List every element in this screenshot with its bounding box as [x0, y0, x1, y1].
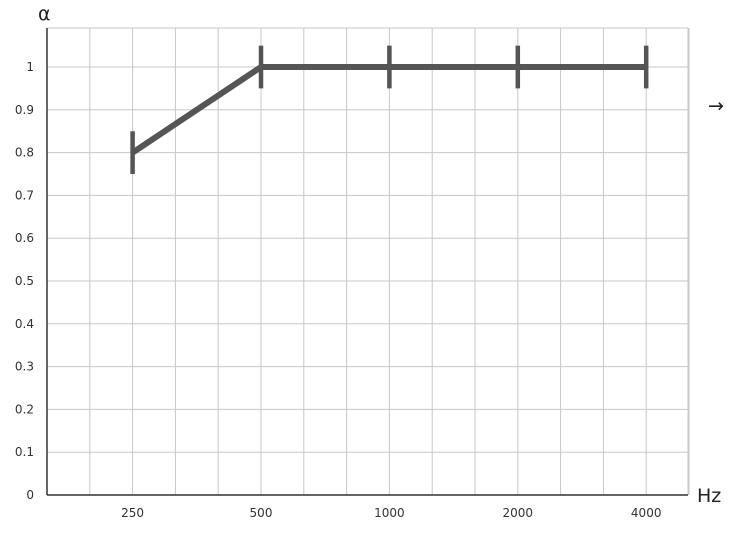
y-tick-label: 0 [26, 488, 34, 502]
x-tick-label: 4000 [631, 506, 662, 520]
y-axis-label: α [38, 3, 51, 25]
series [130, 45, 649, 174]
y-tick-label: 0.6 [15, 231, 34, 245]
y-tick-label: 1 [26, 60, 34, 74]
y-tick-label: 0.7 [15, 188, 34, 202]
x-tick-label: 500 [250, 506, 273, 520]
y-tick-label: 0.4 [15, 317, 34, 331]
x-tick-label: 1000 [374, 506, 405, 520]
arrow-annotation: → [708, 95, 724, 117]
x-tick-label: 250 [121, 506, 144, 520]
x-axis-label: Hz [697, 485, 721, 507]
x-tick-label: 2000 [503, 506, 534, 520]
y-tick-label: 0.3 [15, 360, 34, 374]
axes [46, 28, 688, 496]
y-tick-label: 0.2 [15, 402, 34, 416]
y-tick-label: 0.1 [15, 445, 34, 459]
grid [47, 27, 690, 495]
y-tick-label: 0.5 [15, 274, 34, 288]
y-tick-label: 0.9 [15, 103, 34, 117]
y-tick-label: 0.8 [15, 146, 34, 160]
tick-labels: 0 0.1 0.2 0.3 0.4 0.5 0.6 0.7 0.8 0.9 1 250 500 1000 2… [15, 60, 662, 520]
